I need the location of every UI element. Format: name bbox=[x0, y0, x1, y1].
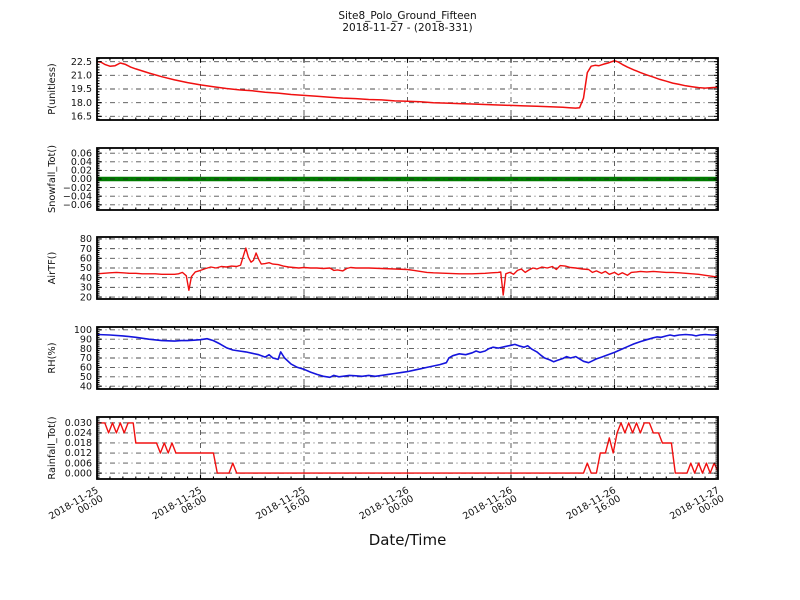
y-axis-label-rainfall-tot: Rainfall_Tot() bbox=[47, 416, 58, 479]
y-axis-label-airtf: AirTF() bbox=[47, 252, 58, 285]
trace-p-unitless bbox=[96, 59, 719, 109]
y-tick-label: 50 bbox=[80, 263, 92, 274]
y-tick-label: 80 bbox=[80, 344, 92, 355]
chart-title-line1: Site8_Polo_Ground_Fifteen bbox=[338, 10, 477, 22]
y-tick-label: 0.06 bbox=[71, 148, 92, 159]
y-tick-label: 30 bbox=[80, 283, 92, 294]
y-tick-label: 60 bbox=[80, 254, 92, 265]
y-tick-label: −0.04 bbox=[63, 191, 92, 202]
y-tick-label: 70 bbox=[80, 353, 92, 364]
y-tick-label: 22.5 bbox=[71, 57, 92, 68]
y-tick-label: 0.00 bbox=[71, 174, 92, 185]
y-tick-label: 0.000 bbox=[65, 468, 92, 479]
y-tick-label: 19.5 bbox=[71, 84, 92, 95]
chart-title-line2: 2018-11-27 - (2018-331) bbox=[342, 21, 473, 34]
y-tick-label: 40 bbox=[80, 273, 92, 284]
y-tick-label: 0.04 bbox=[71, 157, 92, 168]
trace-rh bbox=[96, 333, 718, 379]
y-tick-label: 50 bbox=[80, 372, 92, 383]
y-tick-label: 21.0 bbox=[71, 71, 92, 82]
y-tick-label: 100 bbox=[74, 325, 92, 336]
trace-airtf bbox=[96, 247, 719, 296]
y-axis-label-p-unitless: P(unitless) bbox=[47, 63, 58, 115]
y-tick-label: 18.0 bbox=[71, 98, 92, 109]
y-tick-label: 70 bbox=[80, 244, 92, 255]
y-axis-label-snowfall-tot: Snowfall_Tot() bbox=[47, 145, 58, 213]
y-tick-label: 90 bbox=[80, 334, 92, 345]
y-tick-label: −0.02 bbox=[63, 183, 92, 194]
y-tick-label: 16.5 bbox=[71, 112, 92, 123]
y-axis-label-rh: RH(%) bbox=[47, 342, 58, 373]
y-tick-label: 0.006 bbox=[65, 458, 92, 469]
y-tick-label: 20 bbox=[80, 292, 92, 303]
y-tick-label: 0.018 bbox=[65, 438, 92, 449]
y-tick-label: 0.024 bbox=[65, 428, 92, 439]
trace-rainfall-tot bbox=[97, 422, 719, 474]
x-axis-title: Date/Time bbox=[368, 531, 447, 549]
y-tick-label: 40 bbox=[80, 381, 92, 392]
y-tick-label: 0.012 bbox=[65, 448, 92, 459]
y-tick-label: 0.030 bbox=[65, 418, 92, 429]
panel-p-unitless: 22.5 21.0 19.5 18.0 16.5 P(unitless) bbox=[47, 57, 719, 123]
y-tick-label: 60 bbox=[80, 363, 92, 374]
y-tick-label: 80 bbox=[80, 234, 92, 245]
y-tick-label: −0.06 bbox=[63, 200, 92, 211]
y-tick-label: 0.02 bbox=[71, 166, 92, 177]
panel-snowfall-tot: 0.060.040.020.00−0.02−0.04−0.06 Snowfall_… bbox=[47, 145, 719, 213]
